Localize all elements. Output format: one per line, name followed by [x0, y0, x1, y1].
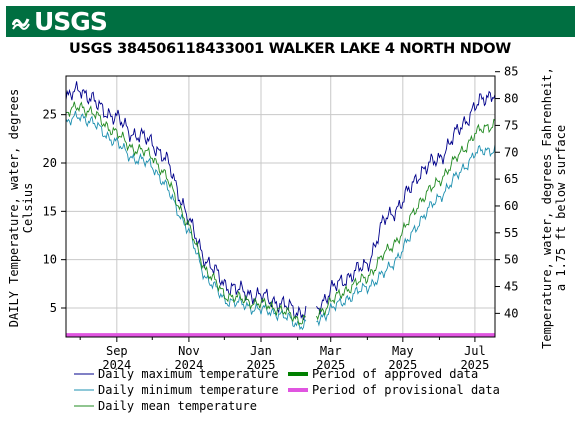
y-tick-label-right: 45	[504, 280, 518, 294]
legend-label: Period of provisional data	[312, 383, 500, 397]
x-tick-label-month: Nov	[178, 344, 200, 358]
usgs-wave-icon	[12, 18, 30, 30]
legend-label: Daily maximum temperature	[98, 367, 279, 381]
grid-lines	[66, 76, 495, 337]
x-tick-label-year: 2025	[388, 358, 417, 372]
y-axis-label-left-line2: Celsius	[21, 183, 35, 234]
y-tick-label-right: 50	[504, 253, 518, 267]
y-tick-label-right: 70	[504, 145, 518, 159]
axes: Sep2024Nov2024Jan2025Mar2025May2025Jul20…	[43, 65, 519, 372]
series-line-daily-maximum-temperature	[65, 81, 496, 321]
y-axis-label-right-line2: a 1.75 ft below surface	[554, 125, 568, 291]
y-tick-label-right: 80	[504, 92, 518, 106]
y-axis-label-left-line1: DAILY Temperature, water, degrees	[7, 89, 21, 327]
y-tick-label-left: 25	[43, 108, 57, 122]
x-tick-label-year: 2024	[102, 358, 131, 372]
x-tick-label-year: 2025	[316, 358, 345, 372]
y-tick-label-right: 75	[504, 118, 518, 132]
plot-frame	[65, 75, 496, 338]
usgs-banner: USGS	[6, 6, 575, 37]
usgs-logo: USGS	[34, 7, 108, 36]
x-tick-label-month: Jul	[464, 344, 486, 358]
y-tick-label-right: 65	[504, 172, 518, 186]
y-axis-label-right-line1: Temperature, water, degrees Fahrenheit,	[540, 67, 554, 349]
y-tick-label-left: 20	[43, 156, 57, 170]
chart-title: USGS 384506118433001 WALKER LAKE 4 NORTH…	[69, 41, 511, 57]
x-tick-label-month: Jan	[250, 344, 272, 358]
x-tick-label-month: Sep	[106, 344, 128, 358]
legend: Daily maximum temperature Daily minimum t…	[74, 367, 500, 413]
x-tick-label-month: May	[392, 344, 414, 358]
x-tick-label-year: 2025	[460, 358, 489, 372]
x-tick-label-year: 2024	[174, 358, 203, 372]
y-tick-label-left: 10	[43, 253, 57, 267]
y-tick-label-right: 60	[504, 199, 518, 213]
y-tick-label-left: 5	[50, 301, 57, 315]
x-tick-label-year: 2025	[247, 358, 276, 372]
series-lines	[65, 81, 496, 338]
legend-label: Daily mean temperature	[98, 399, 257, 413]
series-line-daily-mean-temperature	[65, 101, 496, 326]
series-line-daily-minimum-temperature	[65, 110, 496, 331]
y-tick-label-right: 55	[504, 226, 518, 240]
legend-label: Period of approved data	[312, 367, 478, 381]
legend-label: Daily minimum temperature	[98, 383, 279, 397]
x-tick-label-month: Mar	[320, 344, 342, 358]
y-tick-label-right: 85	[504, 65, 518, 79]
y-tick-label-right: 40	[504, 306, 518, 320]
y-tick-label-left: 15	[43, 204, 57, 218]
